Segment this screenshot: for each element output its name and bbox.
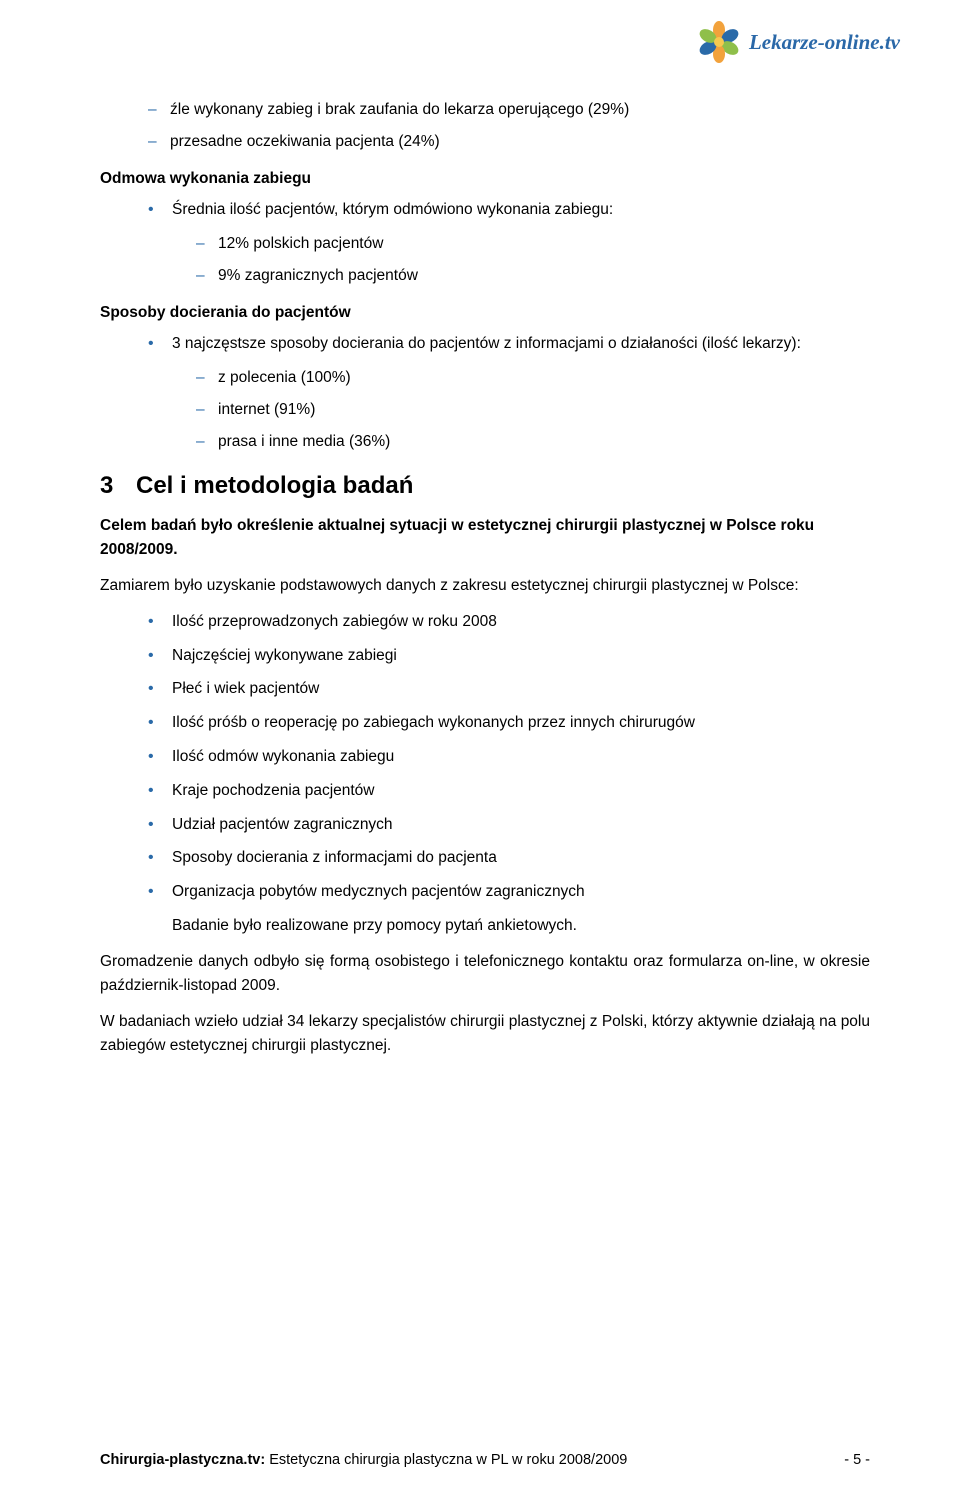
section-heading: Sposoby docierania do pacjentów xyxy=(100,304,870,322)
list-text: Organizacja pobytów medycznych pacjentów… xyxy=(172,880,585,905)
section-heading: Odmowa wykonania zabiegu xyxy=(100,170,870,188)
list-text: Ilość odmów wykonania zabiegu xyxy=(172,745,394,770)
footer-title: Chirurgia-plastyczna.tv: xyxy=(100,1452,265,1468)
bullet-marker: • xyxy=(148,610,172,635)
list-item: •Płeć i wiek pacjentów xyxy=(148,677,870,702)
bullet-marker: • xyxy=(148,198,172,223)
list-item: •Kraje pochodzenia pacjentów xyxy=(148,779,870,804)
list-item: • 3 najczęstsze sposoby docierania do pa… xyxy=(148,332,870,357)
list-item: •Organizacja pobytów medycznych pacjentó… xyxy=(148,880,870,905)
bullet-marker: • xyxy=(148,846,172,871)
list-item: •Sposoby docierania z informacjami do pa… xyxy=(148,846,870,871)
bullet-marker: • xyxy=(148,880,172,905)
paragraph: Badanie było realizowane przy pomocy pyt… xyxy=(172,914,870,938)
list-item: – 12% polskich pacjentów xyxy=(196,232,870,256)
list-text: Sposoby docierania z informacjami do pac… xyxy=(172,846,497,871)
list-item: – prasa i inne media (36%) xyxy=(196,430,870,454)
brand-text: Lekarze-online.tv xyxy=(749,30,900,55)
page-content: – źle wykonany zabieg i brak zaufania do… xyxy=(100,98,870,1070)
bullet-marker: • xyxy=(148,813,172,838)
page-number: - 5 - xyxy=(844,1452,870,1468)
bullet-marker: • xyxy=(148,779,172,804)
paragraph: Gromadzenie danych odbyło się formą osob… xyxy=(100,950,870,998)
dash-marker: – xyxy=(196,232,218,256)
list-text: Średnia ilość pacjentów, którym odmówion… xyxy=(172,198,613,223)
brand-logo: Lekarze-online.tv xyxy=(697,20,900,64)
list-text: Najczęściej wykonywane zabiegi xyxy=(172,644,397,669)
bullet-marker: • xyxy=(148,644,172,669)
dash-marker: – xyxy=(196,430,218,454)
section-number: 3 xyxy=(100,472,136,500)
list-text: 3 najczęstsze sposoby docierania do pacj… xyxy=(172,332,801,357)
paragraph: W badaniach wzieło udział 34 lekarzy spe… xyxy=(100,1010,870,1058)
list-item: • Średnia ilość pacjentów, którym odmówi… xyxy=(148,198,870,223)
dash-marker: – xyxy=(196,264,218,288)
bullet-marker: • xyxy=(148,745,172,770)
list-text: 9% zagranicznych pacjentów xyxy=(218,264,418,288)
page-footer: Chirurgia-plastyczna.tv: Estetyczna chir… xyxy=(100,1452,870,1468)
list-text: Ilość próśb o reoperację po zabiegach wy… xyxy=(172,711,695,736)
list-item: – 9% zagranicznych pacjentów xyxy=(196,264,870,288)
bullet-marker: • xyxy=(148,711,172,736)
list-item: •Ilość próśb o reoperację po zabiegach w… xyxy=(148,711,870,736)
list-text: Płeć i wiek pacjentów xyxy=(172,677,319,702)
list-text: prasa i inne media (36%) xyxy=(218,430,390,454)
section-title: Cel i metodologia badań xyxy=(136,472,413,500)
section-title-row: 3 Cel i metodologia badań xyxy=(100,472,870,500)
list-text: przesadne oczekiwania pacjenta (24%) xyxy=(170,130,440,154)
list-item: – z polecenia (100%) xyxy=(196,366,870,390)
bullet-marker: • xyxy=(148,677,172,702)
paragraph: Celem badań było określenie aktualnej sy… xyxy=(100,514,870,562)
dash-marker: – xyxy=(148,130,170,154)
list-text: Kraje pochodzenia pacjentów xyxy=(172,779,375,804)
list-item: – źle wykonany zabieg i brak zaufania do… xyxy=(148,98,870,122)
list-item: •Ilość przeprowadzonych zabiegów w roku … xyxy=(148,610,870,635)
list-text: 12% polskich pacjentów xyxy=(218,232,383,256)
list-text: Ilość przeprowadzonych zabiegów w roku 2… xyxy=(172,610,497,635)
paragraph: Zamiarem było uzyskanie podstawowych dan… xyxy=(100,574,870,598)
bullet-marker: • xyxy=(148,332,172,357)
list-item: – przesadne oczekiwania pacjenta (24%) xyxy=(148,130,870,154)
list-text: źle wykonany zabieg i brak zaufania do l… xyxy=(170,98,629,122)
footer-text: Estetyczna chirurgia plastyczna w PL w r… xyxy=(265,1452,627,1468)
list-text: z polecenia (100%) xyxy=(218,366,351,390)
list-item: •Najczęściej wykonywane zabiegi xyxy=(148,644,870,669)
list-item: •Udział pacjentów zagranicznych xyxy=(148,813,870,838)
dash-marker: – xyxy=(148,98,170,122)
list-text: internet (91%) xyxy=(218,398,315,422)
flower-icon xyxy=(697,20,741,64)
dash-marker: – xyxy=(196,366,218,390)
list-item: – internet (91%) xyxy=(196,398,870,422)
dash-marker: – xyxy=(196,398,218,422)
list-text: Udział pacjentów zagranicznych xyxy=(172,813,393,838)
list-item: •Ilość odmów wykonania zabiegu xyxy=(148,745,870,770)
